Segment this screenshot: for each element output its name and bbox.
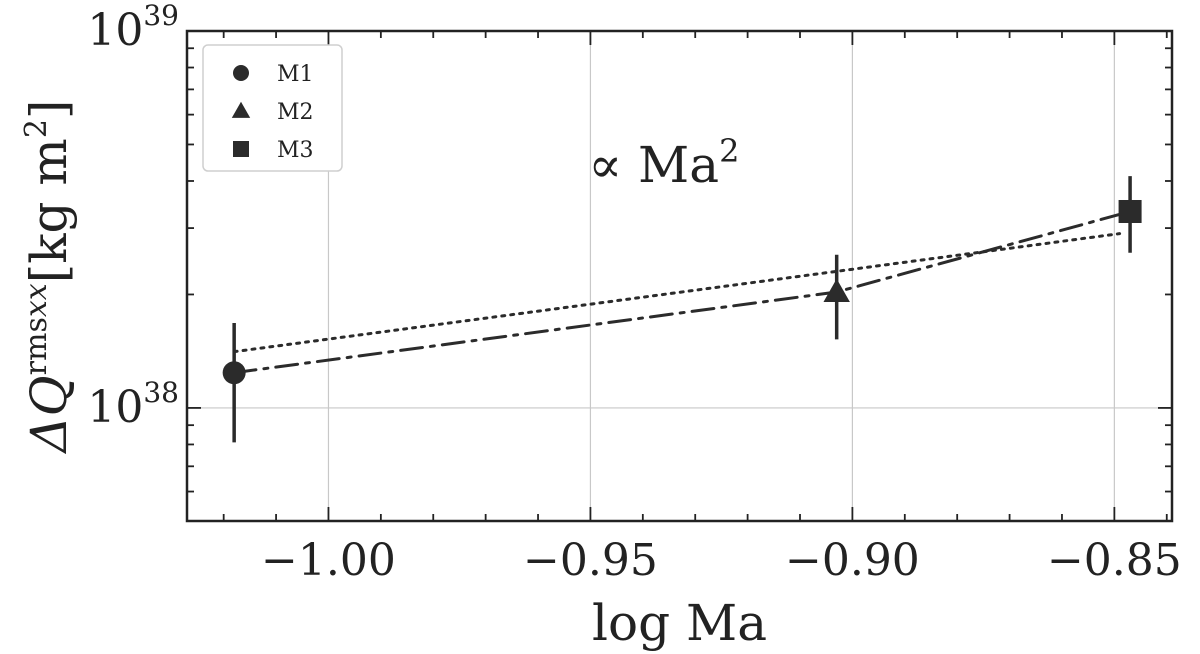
legend-label-M1: M1	[277, 62, 314, 87]
proportionality-annotation: ∝ Ma2	[588, 132, 739, 194]
y-axis-label: ΔQrmsxx[kg m2]	[19, 100, 78, 455]
fit-lines	[232, 209, 1132, 375]
axis-ticks	[187, 30, 1172, 521]
y-tick-label-1: 1039	[87, 0, 179, 56]
legend: M1 M2 M3	[202, 44, 343, 172]
data-points	[222, 176, 1142, 443]
legend-box	[202, 44, 343, 172]
y-tick-labels: 1038 1039	[87, 0, 179, 433]
legend-label-M2: M2	[277, 100, 314, 125]
legend-marker-M2	[231, 101, 251, 118]
plot-frame	[185, 29, 1174, 523]
x-tick-labels: −1.00 −0.95 −0.90 −0.85	[261, 535, 1182, 586]
point-M3	[1118, 199, 1142, 223]
x-tick-label-0: −1.00	[261, 535, 396, 586]
legend-label-M3: M3	[277, 138, 314, 163]
point-M2	[823, 278, 850, 302]
x-tick-label-2: −0.90	[785, 535, 920, 586]
x-tick-label-3: −0.85	[1047, 535, 1182, 586]
y-tick-label-0: 1038	[87, 376, 179, 433]
point-M1	[222, 361, 246, 385]
legend-marker-M3	[233, 141, 249, 157]
x-tick-label-1: −0.95	[523, 535, 658, 586]
x-axis-label: log Ma	[592, 594, 767, 652]
legend-marker-M1	[233, 65, 249, 81]
